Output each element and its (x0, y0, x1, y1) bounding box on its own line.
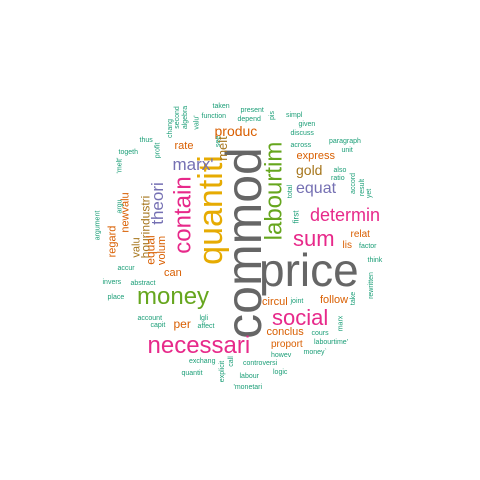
word-cloud-word: also (333, 166, 347, 174)
word-cloud-word: 'monetari (233, 383, 263, 391)
word-cloud-word: labourtime' (314, 338, 349, 346)
word-cloud-word: second (173, 105, 181, 129)
word-cloud-word: present (240, 106, 264, 114)
word-cloud-word: take (349, 291, 357, 305)
word-cloud-word: volum (155, 235, 168, 265)
word-cloud-word: function (201, 112, 227, 120)
word-cloud-word: conclus (266, 325, 304, 338)
word-cloud-word: thus (139, 136, 153, 144)
word-cloud-word: quantit (181, 369, 203, 377)
word-cloud-word: first (290, 210, 300, 224)
word-cloud-word: profit (154, 142, 162, 158)
word-cloud-word: rate (174, 139, 194, 152)
word-cloud-word: follow (320, 293, 349, 306)
word-cloud-word: cours (311, 329, 329, 337)
word-cloud-word: rewritten (367, 271, 375, 299)
word-cloud-word: howev (271, 351, 292, 359)
word-cloud-word: call (227, 355, 235, 367)
word-cloud-word: think (367, 256, 383, 264)
word-cloud-word: produc (214, 123, 258, 139)
word-cloud-word: marx (337, 315, 345, 331)
word-cloud-word: money` (303, 348, 327, 356)
word-cloud-word: controversi (243, 359, 278, 367)
word-cloud-word: unit (341, 146, 353, 154)
word-cloud-word: logic (273, 368, 288, 376)
word-cloud-word: capit (150, 321, 166, 329)
word-cloud-word: circul (262, 295, 288, 308)
word-cloud-word: per (173, 317, 191, 331)
word-cloud-word: contain (169, 176, 197, 254)
word-cloud-word: algebra (181, 105, 189, 129)
word-cloud-word: place (107, 293, 125, 301)
word-cloud-word: lgli (199, 314, 209, 322)
word-cloud-word: lis (342, 240, 352, 251)
word-cloud-word: relat (350, 229, 370, 240)
word-cloud-word: across (290, 141, 312, 149)
word-cloud-word: can (164, 266, 182, 279)
word-cloud-word: accord (349, 172, 357, 194)
word-cloud-word: accur (117, 264, 135, 272)
word-cloud-word: taken (212, 102, 230, 110)
word-cloud-word: paragraph (329, 137, 361, 145)
word-cloud-word: invers (102, 278, 122, 286)
word-cloud-word: ratio (331, 174, 345, 182)
word-cloud-word: abstract (130, 279, 156, 287)
word-cloud-word: marx' (172, 154, 214, 174)
word-cloud-word: affect (197, 322, 215, 330)
word-cloud-word: valu (130, 236, 143, 258)
word-cloud-word: exchang (189, 357, 216, 365)
word-cloud-word: equat (296, 180, 337, 197)
word-cloud-word: sum (293, 226, 335, 251)
word-cloud-word: equal (143, 235, 158, 265)
word-cloud-word: 'melt' (116, 157, 124, 173)
word-cloud-word: necessari (147, 332, 251, 359)
word-cloud-word: joint (290, 297, 304, 305)
word-cloud-word: price (259, 244, 359, 296)
word-cloud-word: yet (365, 188, 373, 198)
word-cloud-word: simpl (286, 111, 303, 119)
word-cloud-word: express (296, 149, 336, 162)
word-cloud-word: discuss (290, 129, 314, 137)
word-cloud-word: argument (94, 210, 102, 240)
word-cloud-word: total (286, 184, 294, 198)
word-cloud-word: togeth (118, 148, 138, 156)
word-cloud-word: regard (106, 225, 119, 257)
word-cloud-word: labour (239, 372, 259, 380)
word-cloud-word: social (272, 305, 329, 330)
word-cloud-word: valu' (193, 114, 201, 130)
word-cloud-word: money (137, 283, 210, 310)
word-cloud-word: labourtim (259, 141, 287, 241)
word-cloud-word: account (137, 314, 163, 322)
word-cloud-word: result (358, 178, 366, 196)
word-cloud-word: explicit (218, 360, 226, 382)
word-cloud-word: pis (268, 110, 276, 120)
word-cloud-word: gold (296, 162, 323, 178)
word-cloud-word: proport (271, 339, 303, 350)
word-cloud-word: argu (116, 198, 124, 214)
word-cloud-word: chang (166, 118, 174, 138)
word-cloud-word: given (298, 120, 316, 128)
word-cloud-word: depend (237, 115, 261, 123)
word-cloud-word: determin (310, 205, 381, 225)
word-cloud-word: see (214, 135, 222, 147)
word-cloud-word: factor (359, 242, 377, 250)
